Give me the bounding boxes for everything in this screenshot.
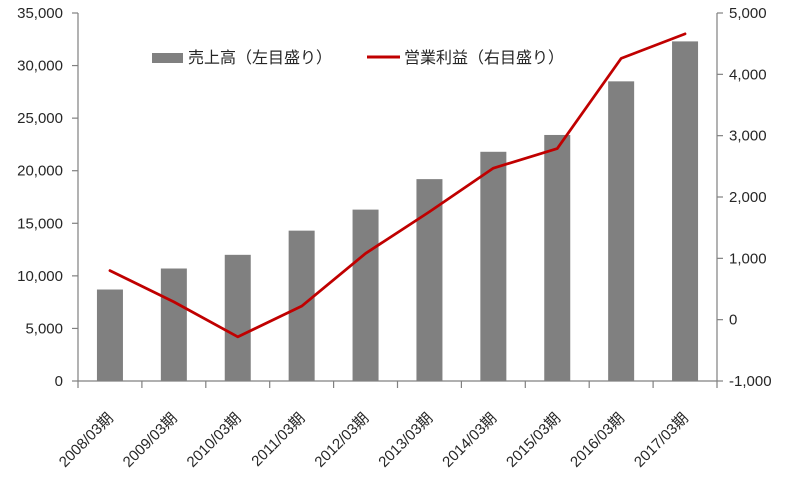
- bar-2014/03期: [480, 151, 507, 381]
- right-axis-tick-label: 1,000: [729, 250, 767, 267]
- left-axis-tick-label: 5,000: [25, 320, 63, 337]
- right-axis-tick-label: 5,000: [729, 5, 767, 22]
- bar-2009/03期: [160, 268, 187, 381]
- bar-2016/03期: [608, 81, 635, 381]
- right-axis-tick-label: 0: [729, 312, 737, 329]
- bar-2012/03期: [352, 209, 379, 381]
- bar-series: [96, 41, 699, 381]
- bar-2015/03期: [544, 134, 571, 381]
- x-axis-category-label: 2010/03期: [184, 410, 245, 471]
- left-axis-tick-label: 20,000: [17, 163, 63, 180]
- right-axis-tick-label: 3,000: [729, 128, 767, 145]
- legend-line-label: 営業利益（右目盛り）: [404, 49, 564, 67]
- x-axis-category-label: 2011/03期: [248, 410, 308, 470]
- line-series: [108, 32, 687, 339]
- x-axis-category-label: 2015/03期: [503, 410, 564, 471]
- left-axis-tick-label: 30,000: [17, 58, 63, 75]
- right-axis-tick-label: 4,000: [729, 66, 767, 83]
- right-axis-tick-label: -1,000: [729, 373, 772, 390]
- legend-bar-label: 売上高（左目盛り）: [188, 49, 332, 67]
- x-axis-category-label: 2012/03期: [311, 410, 372, 471]
- left-axis-tick-label: 10,000: [17, 268, 63, 285]
- x-axis-category-label: 2017/03期: [631, 410, 692, 471]
- legend: 売上高（左目盛り） 営業利益（右目盛り）: [152, 49, 564, 67]
- left-axis-tick-label: 25,000: [17, 110, 63, 127]
- right-axis-tick-label: 2,000: [729, 189, 767, 206]
- left-axis-tick-label: 0: [55, 373, 63, 390]
- x-axis-category-label: 2014/03期: [439, 410, 500, 471]
- x-axis-category-label: 2009/03期: [120, 410, 181, 471]
- x-axis-category-label: 2013/03期: [375, 410, 436, 471]
- left-axis-tick-label: 15,000: [17, 215, 63, 232]
- x-axis-category-label: 2008/03期: [56, 410, 117, 471]
- x-axis-category-label: 2016/03期: [567, 410, 628, 471]
- bar-2013/03期: [416, 179, 443, 381]
- bar-2010/03期: [224, 254, 251, 381]
- bar-2017/03期: [672, 41, 699, 381]
- left-axis-tick-label: 35,000: [17, 5, 63, 22]
- bar-2008/03期: [96, 289, 123, 381]
- legend-bar-swatch: [152, 53, 183, 63]
